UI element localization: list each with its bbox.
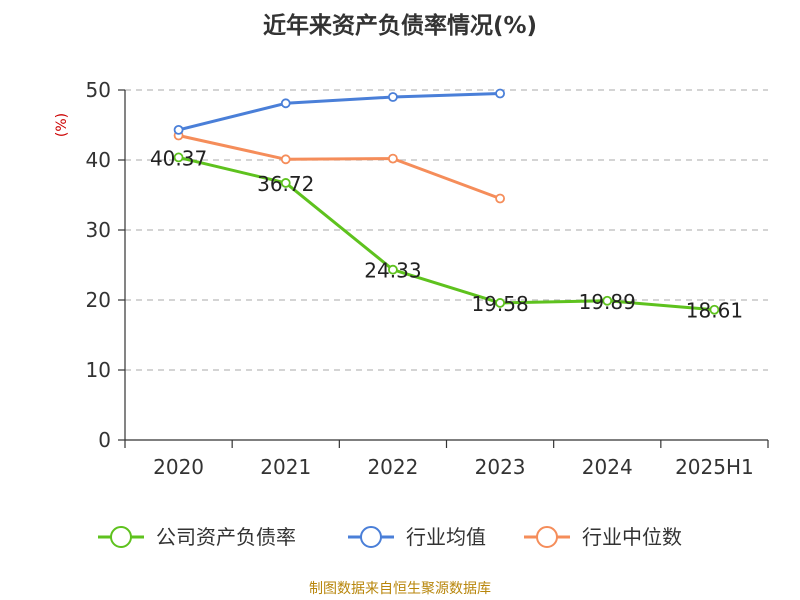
data-label: 19.58 [471,292,528,316]
data-point [495,193,505,204]
data-point [495,298,505,308]
gridlines [125,89,768,371]
y-tick-label: 10 [86,358,111,382]
legend-label: 行业均值 [406,525,486,549]
data-point [280,154,291,165]
y-tick-label: 40 [86,148,111,172]
data-point [388,153,398,164]
legend-swatch-marker [360,526,382,548]
data-label: 18.61 [686,299,743,323]
data-point [388,92,398,102]
chart-title: 近年来资产负债率情况(%) [262,13,538,39]
y-tick-label: 0 [98,428,111,452]
y-tick-label: 50 [86,78,111,102]
data-label: 24.33 [364,259,421,283]
series-line [177,92,502,132]
data-label: 36.72 [257,172,314,196]
x-tick-label: 2021 [260,455,311,479]
x-tick-label: 2024 [582,455,633,479]
series-line [177,134,502,200]
data-point [602,295,613,306]
data-point [280,98,291,109]
x-tick-label: 2023 [475,455,526,479]
legend-swatch-marker [536,526,558,548]
data-point [709,304,720,315]
y-tick-label: 30 [86,218,111,242]
y-tick-label: 20 [86,288,111,312]
x-tick-label: 2020 [153,455,204,479]
series [173,88,720,315]
legend-label: 公司资产负债率 [156,525,296,549]
legend-swatch-marker [110,526,132,548]
data-label: 19.89 [579,290,636,314]
x-tick-label: 2022 [367,455,418,479]
source-note: 制图数据来自恒生聚源数据库 [309,581,491,597]
x-tick-label: 2025H1 [675,455,754,479]
y-axis-label: (%) [54,113,70,137]
axes: 0 10 20 30 40 50 (%) 2020 2021 2022 2023 2024 2025H1 [54,78,769,479]
data-label: 40.37 [150,146,207,170]
data-point [495,88,505,99]
legend: 公司资产负债率 行业均值 行业中位数 [98,525,682,549]
data-point [173,124,184,135]
data-point [173,152,184,163]
data-point [280,178,291,188]
series-line [177,155,716,312]
data-point [388,264,398,275]
legend-label: 行业中位数 [582,525,682,549]
data-labels: 40.37 36.72 24.33 19.58 19.89 18.61 [150,146,743,322]
